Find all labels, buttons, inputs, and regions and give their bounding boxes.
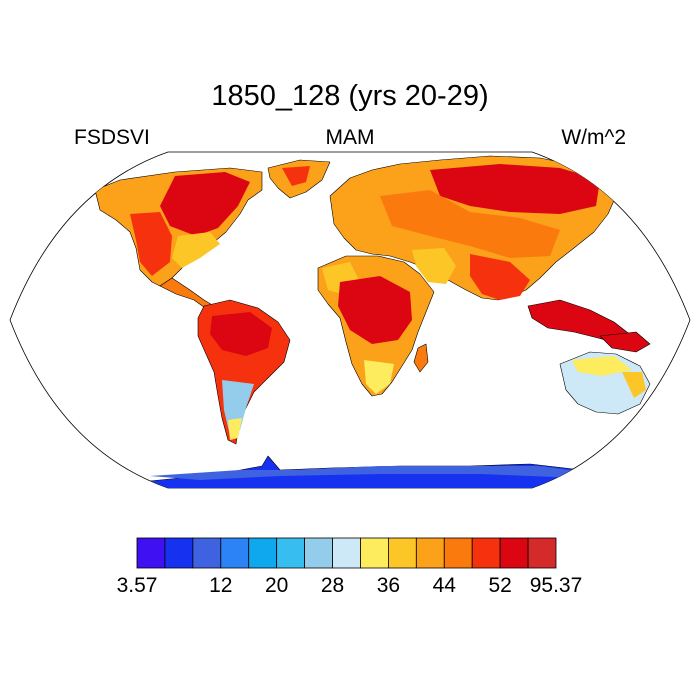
colorbar-tick-label: 95.37 — [530, 574, 583, 597]
south-asia — [470, 254, 530, 300]
middle-east — [412, 248, 456, 284]
colorbar: 3.57 12 20 28 36 44 52 95.37 — [117, 537, 583, 597]
colorbar-swatch — [136, 537, 166, 569]
eurasia-north-hot — [430, 164, 600, 214]
colorbar-tick-label: 36 — [377, 574, 400, 597]
north-america-west — [130, 212, 172, 276]
colorbar-swatch — [248, 537, 278, 569]
colorbar-swatch — [387, 537, 417, 569]
eurasia-central — [380, 190, 560, 258]
map-title: 1850_128 (yrs 20-29) — [211, 80, 489, 112]
colorbar-tick-label: 12 — [209, 574, 232, 597]
colorbar-tick-label: 3.57 — [117, 574, 158, 597]
north-america-east — [172, 232, 220, 268]
colorbar-swatch — [443, 537, 473, 569]
season-label: MAM — [325, 126, 375, 149]
antarctica-coast — [150, 466, 584, 480]
australia-east — [622, 372, 646, 398]
colorbar-tick-label: 28 — [321, 574, 344, 597]
greenland-core — [282, 166, 310, 186]
new-zealand-landmass — [645, 397, 669, 425]
colorbar-tick-label: 20 — [265, 574, 288, 597]
colorbar-swatch — [527, 537, 557, 569]
colorbar-tick-label: 52 — [488, 574, 511, 597]
colorbar-swatch — [164, 537, 194, 569]
colorbar-swatch — [192, 537, 222, 569]
colorbar-swatch — [304, 537, 333, 569]
units-label: W/m^2 — [561, 126, 626, 149]
colorbar-swatch — [499, 537, 529, 569]
africa-south — [364, 360, 394, 394]
africa-central-hot — [338, 276, 412, 344]
new-guinea-landmass — [599, 331, 651, 353]
australia-north — [572, 356, 632, 376]
south-america-core — [210, 312, 272, 356]
variable-label: FSDSVI — [74, 126, 150, 149]
colorbar-swatch — [415, 537, 445, 569]
colorbar-swatch — [471, 537, 501, 569]
madagascar-landmass — [413, 343, 429, 373]
colorbar-swatch — [220, 537, 250, 569]
colorbar-tick-label: 44 — [433, 574, 457, 597]
colorbar-swatch — [332, 537, 361, 569]
colorbar-swatch — [276, 537, 305, 569]
colorbar-swatch — [360, 537, 389, 569]
south-america-tip — [228, 418, 242, 440]
north-america-hot-core — [160, 172, 250, 236]
